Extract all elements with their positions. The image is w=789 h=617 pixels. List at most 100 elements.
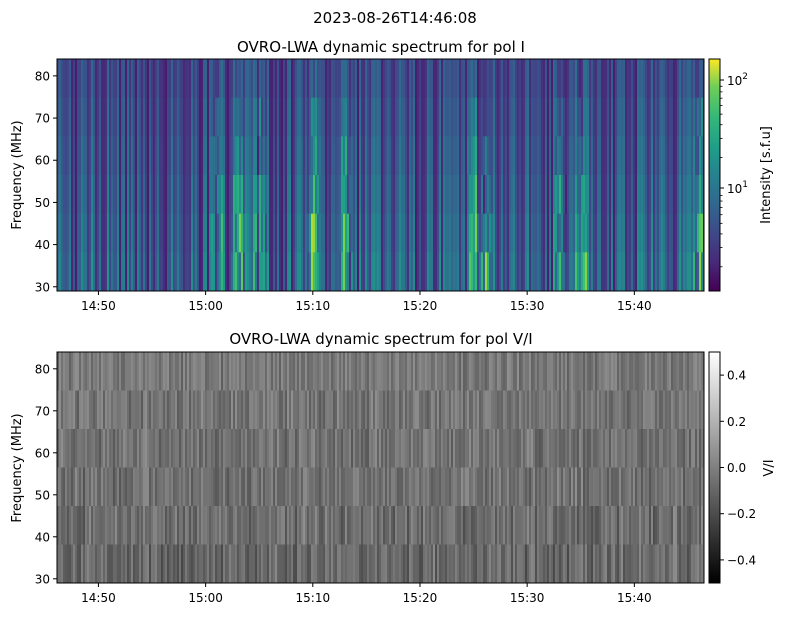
heatmap-cell (293, 506, 296, 545)
heatmap-cell (287, 506, 290, 545)
heatmap-cell (551, 252, 554, 291)
heatmap-cell (315, 252, 318, 291)
heatmap-cell (65, 467, 68, 507)
heatmap-cell (579, 352, 582, 391)
heatmap-cell (259, 252, 262, 291)
heatmap-cell (469, 467, 472, 507)
heatmap-cell (407, 544, 410, 583)
heatmap-cell (345, 252, 348, 291)
heatmap-cell (251, 175, 254, 215)
heatmap-cell (507, 467, 510, 507)
heatmap-cell (91, 136, 94, 176)
heatmap-cell (321, 352, 324, 391)
heatmap-cell (369, 213, 372, 253)
heatmap-cell (569, 544, 572, 583)
heatmap-cell (533, 175, 536, 215)
heatmap-cell (533, 352, 536, 391)
heatmap-cell (423, 352, 426, 391)
heatmap-cell (273, 544, 276, 583)
heatmap-cell (563, 544, 566, 583)
heatmap-cell (463, 252, 466, 291)
heatmap-cell (249, 390, 252, 430)
heatmap-cell (271, 59, 274, 99)
heatmap-cell (439, 59, 442, 99)
heatmap-cell (471, 213, 474, 253)
heatmap-cell (489, 213, 492, 253)
heatmap-cell (133, 175, 136, 215)
heatmap-cell (149, 467, 152, 507)
heatmap-cell (657, 213, 660, 253)
heatmap-cell (281, 506, 284, 545)
heatmap-cell (121, 544, 124, 583)
heatmap-cell (405, 97, 408, 137)
heatmap-cell (355, 175, 358, 215)
heatmap-cell (317, 213, 320, 253)
heatmap-cell (317, 352, 320, 391)
heatmap-cell (643, 390, 646, 430)
heatmap-cell (193, 506, 196, 545)
heatmap-cell (79, 175, 82, 215)
heatmap-cell (223, 544, 226, 583)
heatmap-cell (381, 506, 384, 545)
heatmap-cell (247, 213, 250, 253)
heatmap-cell (207, 175, 210, 215)
heatmap-cell (151, 175, 154, 215)
heatmap-cell (593, 59, 596, 99)
heatmap-cell (649, 97, 652, 137)
heatmap-cell (141, 175, 144, 215)
heatmap-cell (555, 506, 558, 545)
heatmap-cell (129, 213, 132, 253)
heatmap-cell (607, 352, 610, 391)
heatmap-cell (231, 506, 234, 545)
heatmap-cell (177, 213, 180, 253)
heatmap-cell (621, 175, 624, 215)
heatmap-cell (67, 97, 70, 137)
heatmap-cell (161, 390, 164, 430)
heatmap-cell (209, 544, 212, 583)
heatmap-cell (333, 390, 336, 430)
heatmap-cell (359, 252, 362, 291)
heatmap-cell (201, 429, 204, 468)
heatmap-cell (397, 390, 400, 430)
heatmap-cell (463, 390, 466, 430)
heatmap-cell (241, 136, 244, 176)
heatmap-cell (423, 544, 426, 583)
heatmap-cell (199, 429, 202, 468)
heatmap-cell (513, 352, 516, 391)
heatmap-cell (57, 429, 60, 468)
heatmap-cell (661, 59, 664, 99)
y-tick-label: 80 (35, 69, 50, 83)
heatmap-cell (681, 97, 684, 137)
heatmap-cell (407, 467, 410, 507)
heatmap-cell (513, 175, 516, 215)
heatmap-cell (569, 506, 572, 545)
heatmap-cell (301, 506, 304, 545)
heatmap-cell (271, 175, 274, 215)
heatmap-cell (221, 59, 224, 99)
heatmap-cell (425, 213, 428, 253)
heatmap-cell (279, 429, 282, 468)
heatmap-cell (563, 252, 566, 291)
heatmap-cell (231, 213, 234, 253)
heatmap-cell (679, 97, 682, 137)
heatmap-cell (579, 429, 582, 468)
heatmap-cell (171, 136, 174, 176)
heatmap-cell (593, 175, 596, 215)
heatmap-cell (417, 467, 420, 507)
heatmap-cell (167, 429, 170, 468)
heatmap-cell (195, 175, 198, 215)
heatmap-cell (129, 59, 132, 99)
colorbar-tick-label-1e2: 102 (727, 72, 748, 88)
heatmap-cell (327, 175, 330, 215)
heatmap-cell (139, 213, 142, 253)
heatmap-cell (565, 544, 568, 583)
heatmap-cell (169, 59, 172, 99)
heatmap-cell (395, 467, 398, 507)
heatmap-cell (603, 136, 606, 176)
heatmap-cell (211, 544, 214, 583)
heatmap-cell (115, 252, 118, 291)
heatmap-cell (179, 97, 182, 137)
heatmap-cell (185, 352, 188, 391)
heatmap-cell (471, 390, 474, 430)
heatmap-cell (281, 136, 284, 176)
